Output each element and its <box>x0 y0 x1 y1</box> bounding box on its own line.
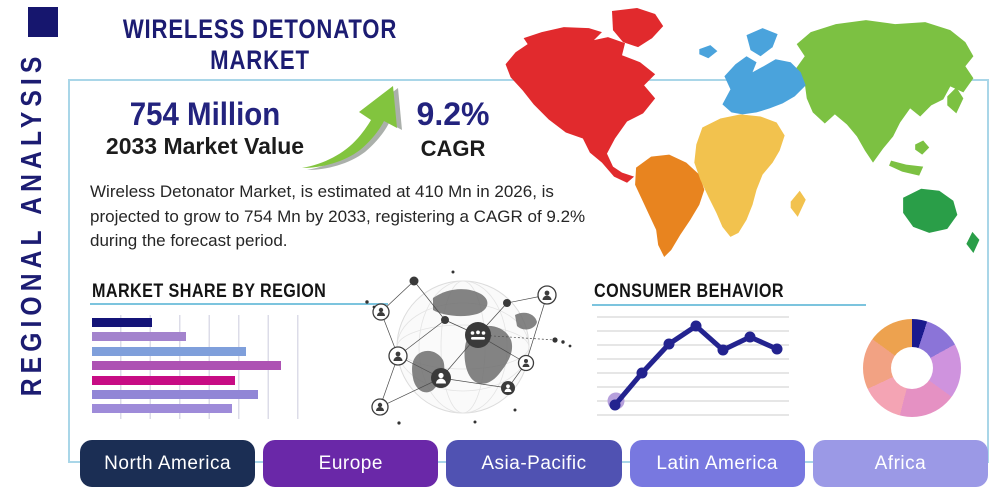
continent-north-america <box>505 27 656 183</box>
continent-africa <box>694 114 785 237</box>
market-description: Wireless Detonator Market, is estimated … <box>90 182 586 251</box>
bar-region-4 <box>92 361 281 371</box>
person-node-icon <box>388 346 408 366</box>
data-point-4 <box>690 320 702 332</box>
globe-network-graphic <box>365 270 572 425</box>
small-node <box>503 299 511 307</box>
islands-southeast-asia <box>889 140 930 176</box>
small-node <box>409 276 419 286</box>
cagr-label: CAGR <box>420 136 486 161</box>
region-button-asia-pacific[interactable]: Asia-Pacific <box>446 440 622 487</box>
person-node-icon <box>537 285 557 305</box>
data-point-2 <box>636 367 648 379</box>
continent-iceland <box>699 45 718 59</box>
data-point-3 <box>663 338 675 350</box>
line-chart-title: CONSUMER BEHAVIOR <box>594 281 784 302</box>
region-buttons: North America Europe Asia-Pacific Latin Ame… <box>80 440 989 487</box>
bar-region-2 <box>92 332 187 342</box>
bar-region-7 <box>92 404 233 414</box>
bar-region-6 <box>92 389 258 399</box>
market-share-bar-chart <box>92 315 324 419</box>
person-node-icon <box>372 303 390 321</box>
continent-australia <box>903 188 958 233</box>
vertical-section-label: REGIONAL ANALYSIS <box>16 51 48 397</box>
continent-europe <box>722 56 806 115</box>
region-button-north-america[interactable]: North America <box>80 440 256 487</box>
donut-hole <box>891 347 933 389</box>
small-node <box>552 337 558 343</box>
corner-accent-square <box>28 7 58 37</box>
consumer-behavior-line-chart <box>597 316 789 416</box>
bar-region-3 <box>92 346 247 356</box>
world-map <box>505 8 980 257</box>
region-scandinavia <box>746 28 778 57</box>
bar-region-5 <box>92 375 235 385</box>
market-value-label: 2033 Market Value <box>105 133 305 159</box>
region-button-europe[interactable]: Europe <box>263 440 439 487</box>
island-madagascar <box>790 190 806 217</box>
continent-greenland <box>611 8 664 48</box>
bar-chart-title-underline <box>90 303 388 305</box>
cagr-stat: 9.2% <box>416 96 490 132</box>
region-button-africa[interactable]: Africa <box>812 440 989 487</box>
regional-donut-chart <box>863 319 961 417</box>
data-point-7 <box>771 343 783 355</box>
scatter-dots <box>365 270 572 425</box>
region-button-latin-america[interactable]: Latin America <box>629 440 805 487</box>
line-chart-title-underline <box>592 304 866 306</box>
group-node-icon <box>465 322 491 348</box>
small-node <box>441 316 449 324</box>
growth-arrow-icon <box>302 86 402 170</box>
data-point-6 <box>744 331 756 343</box>
page-title: WIRELESS DETONATOR MARKET <box>122 14 398 75</box>
continent-south-america <box>635 154 705 257</box>
market-value-stat: 754 Million <box>129 96 281 132</box>
person-node-icon <box>517 354 535 372</box>
person-node-dark-icon <box>431 368 451 388</box>
islands-japan <box>947 87 964 114</box>
bar-chart-title: MARKET SHARE BY REGION <box>92 281 327 302</box>
data-point-1 <box>609 399 621 411</box>
island-new-zealand <box>966 231 980 253</box>
network-nodes <box>371 276 558 416</box>
continent-asia <box>794 20 974 163</box>
person-node-dark-icon <box>501 381 515 395</box>
person-node-icon <box>371 398 389 416</box>
bar-region-1 <box>92 318 152 327</box>
data-point-5 <box>717 344 729 356</box>
